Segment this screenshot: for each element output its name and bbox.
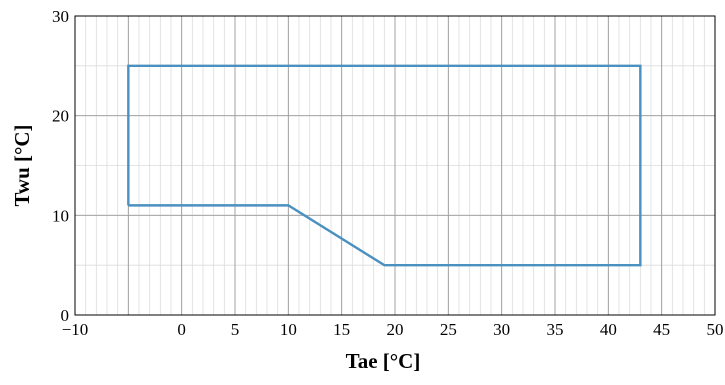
y-tick-label: 10 — [52, 206, 69, 225]
x-tick-label: 45 — [653, 320, 670, 339]
y-tick-labels: 0 10 20 30 — [52, 7, 69, 325]
x-tick-label: 5 — [231, 320, 240, 339]
x-tick-label: 30 — [493, 320, 510, 339]
x-tick-label: 0 — [177, 320, 186, 339]
x-tick-labels: −10 0 5 10 15 20 25 30 35 40 45 50 — [62, 320, 724, 339]
x-tick-label: 50 — [707, 320, 724, 339]
x-tick-label: 35 — [547, 320, 564, 339]
plot-frame — [74, 15, 716, 316]
y-tick-label: 0 — [61, 306, 70, 325]
series-line-0 — [127, 64, 642, 267]
x-tick-label: 25 — [440, 320, 457, 339]
x-tick-label: 15 — [333, 320, 350, 339]
x-tick-label: −10 — [62, 320, 89, 339]
series-layer — [127, 64, 642, 267]
y-axis-title: Twu [°C] — [10, 124, 34, 206]
x-axis-title: Tae [°C] — [346, 349, 421, 373]
x-tick-label: 10 — [280, 320, 297, 339]
y-tick-label: 30 — [52, 7, 69, 26]
x-tick-label: 40 — [600, 320, 617, 339]
x-tick-label: 20 — [387, 320, 404, 339]
y-tick-label: 20 — [52, 107, 69, 126]
